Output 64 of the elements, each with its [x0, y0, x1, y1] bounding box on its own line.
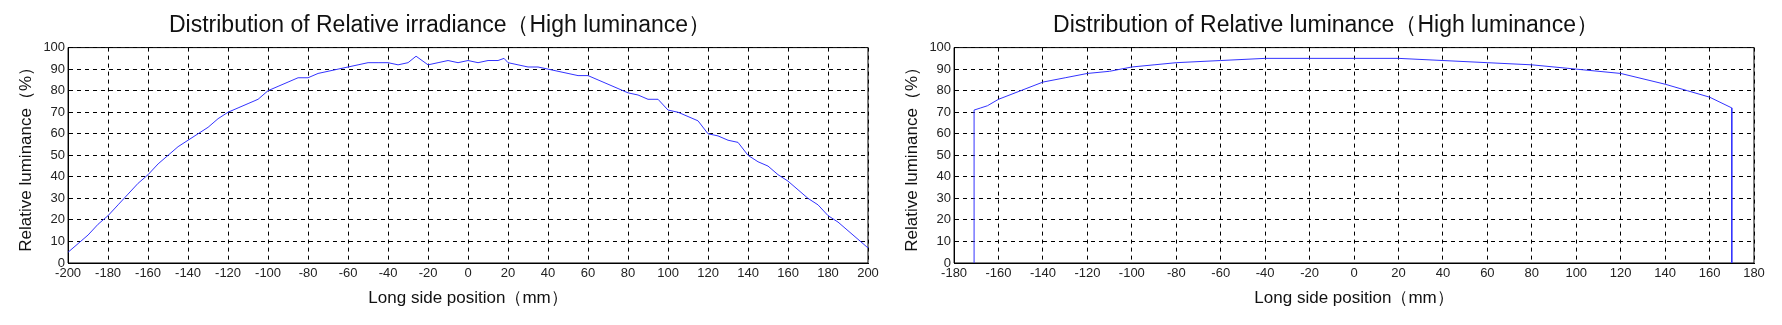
x-tick-label: 140	[737, 265, 759, 281]
x-tick-label: 60	[1480, 265, 1495, 281]
y-tick-label: 50	[50, 146, 66, 162]
x-tick-label: 0	[1350, 265, 1358, 281]
x-tick-label: -40	[378, 265, 398, 281]
y-tick-label: 100	[929, 39, 952, 55]
x-tick-label: 180	[1743, 265, 1765, 281]
chart-title: Distribution of Relative luminance（High luminance）	[1053, 11, 1599, 38]
x-tick-label: 20	[1391, 265, 1406, 281]
y-tick-label: 70	[50, 103, 66, 119]
y-tick-label: 70	[936, 103, 952, 119]
x-tick-label: -140	[1029, 265, 1056, 281]
x-tick-label: 100	[657, 265, 679, 281]
x-tick-label: -40	[1255, 265, 1275, 281]
y-tick-label: 30	[936, 189, 952, 205]
y-tick-label: 40	[936, 168, 952, 184]
x-tick-label: -80	[298, 265, 318, 281]
x-tick-label: -20	[1300, 265, 1319, 281]
x-tick-label: 100	[1565, 265, 1588, 281]
x-tick-label: 160	[777, 265, 799, 281]
y-tick-label: 10	[936, 233, 952, 249]
y-tick-label: 20	[936, 211, 952, 227]
x-tick-label: 80	[1524, 265, 1540, 281]
y-tick-label: 40	[50, 168, 66, 184]
x-tick-label: 160	[1698, 265, 1721, 281]
x-tick-label: -20	[418, 265, 438, 281]
y-tick-label: 80	[936, 82, 952, 98]
x-tick-label: -120	[1074, 265, 1101, 281]
x-tick-label: 180	[817, 265, 839, 281]
x-tick-label: 40	[1435, 265, 1451, 281]
x-tick-label: -60	[338, 265, 358, 281]
x-tick-label: -160	[135, 265, 162, 281]
y-axis-title: Relative luminance（%）	[15, 58, 35, 252]
y-tick-label: 30	[50, 189, 66, 205]
x-tick-label: -60	[1211, 265, 1231, 281]
chart-title: Distribution of Relative irradiance（High luminance）	[168, 11, 712, 38]
x-tick-label: -180	[95, 265, 122, 281]
x-tick-label: 0	[464, 265, 472, 281]
y-tick-label: 60	[936, 125, 952, 141]
y-tick-label: 90	[50, 60, 66, 76]
x-tick-label: 60	[580, 265, 596, 281]
x-tick-label: 140	[1654, 265, 1676, 281]
x-tick-label: 20	[500, 265, 516, 281]
x-tick-label: -100	[1118, 265, 1145, 281]
y-tick-label: 80	[50, 82, 66, 98]
x-axis-title: Long side position（mm）	[1254, 288, 1454, 308]
x-tick-label: 40	[540, 265, 556, 281]
x-tick-label: 120	[1609, 265, 1632, 281]
x-tick-label: -80	[1166, 265, 1186, 281]
y-tick-label: 60	[50, 125, 66, 141]
x-tick-label: 200	[857, 265, 879, 281]
x-tick-label: -120	[215, 265, 242, 281]
x-tick-label: 80	[620, 265, 636, 281]
y-tick-label: 50	[936, 146, 952, 162]
y-tick-label: 90	[936, 60, 952, 76]
y-axis-title: Relative luminance（%）	[901, 58, 921, 252]
y-tick-label: 100	[43, 39, 66, 55]
x-tick-label: 120	[697, 265, 719, 281]
x-tick-label: -100	[255, 265, 282, 281]
y-tick-label: 20	[50, 211, 66, 227]
y-tick-label: 10	[50, 233, 66, 249]
x-axis-title: Long side position（mm）	[368, 288, 568, 308]
x-tick-label: -140	[175, 265, 202, 281]
x-tick-label: -160	[985, 265, 1012, 281]
